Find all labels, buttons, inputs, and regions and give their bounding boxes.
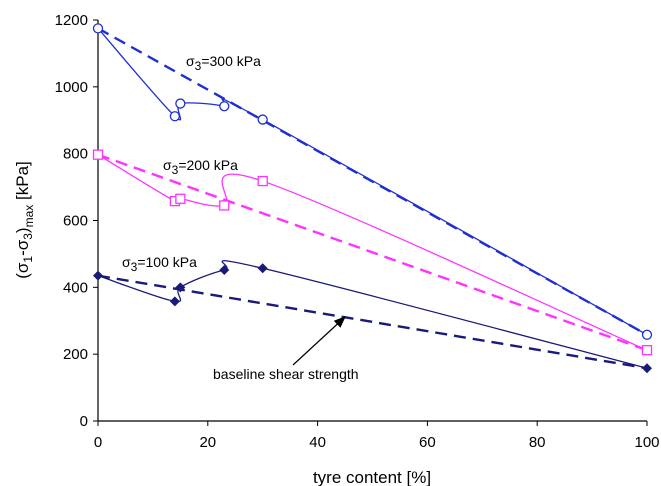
baseline-line-5: [97, 274, 648, 370]
y-tick-labels: 0 200 400 600 800 1000 1200: [55, 12, 88, 430]
data-point-4-1: [169, 296, 180, 307]
baseline-line-3: [97, 153, 648, 352]
data-point-0-0: [92, 23, 104, 34]
annotation-sigma3-100: σ3=100 kPa: [122, 254, 197, 274]
data-point-0-1: [169, 111, 181, 122]
data-point-4-0: [93, 270, 103, 281]
x-tick-label: 0: [94, 434, 102, 451]
data-point-4-3: [219, 264, 230, 275]
x-tick-label: 80: [529, 434, 546, 451]
data-point-4-2: [175, 282, 186, 293]
y-tick-label: 1200: [55, 12, 88, 29]
data-point-2-2: [175, 193, 186, 204]
x-tick-label: 40: [309, 434, 326, 451]
data-point-2-5: [641, 345, 653, 356]
y-tick-label: 400: [63, 279, 88, 296]
x-axis-title: tyre content [%]: [313, 468, 431, 486]
data-point-2-4: [257, 175, 268, 187]
x-tick-label: 100: [634, 434, 659, 451]
annotation-sigma3-300: σ3=300 kPa: [186, 53, 261, 73]
axes: [93, 19, 648, 426]
data-point-2-0: [92, 149, 104, 160]
data-point-0-4: [257, 114, 268, 125]
y-tick-label: 1000: [55, 79, 88, 96]
data-point-2-3: [219, 200, 230, 211]
x-tick-label: 60: [419, 434, 436, 451]
annotation-baseline-shear-strength: baseline shear strength: [213, 366, 359, 382]
data-point-4-5: [642, 363, 652, 374]
markers-layer: [92, 23, 653, 374]
data-point-0-2: [175, 98, 186, 109]
y-tick-label: 800: [63, 146, 88, 163]
annotation-sigma3-200: σ3=200 kPa: [163, 157, 238, 177]
data-point-4-4: [257, 263, 268, 274]
y-tick-label: 600: [63, 213, 88, 230]
y-tick-label: 0: [80, 413, 88, 430]
data-point-0-3: [219, 101, 230, 112]
annotation-arrow: [292, 316, 346, 366]
x-tick-labels: 0 20 40 60 80 100: [94, 434, 660, 451]
y-tick-label: 200: [63, 346, 88, 363]
baseline-line-1: [97, 27, 648, 336]
data-point-0-5: [641, 329, 653, 340]
y-axis-title: (σ1-σ3)max [kPa]: [13, 161, 36, 279]
x-tick-label: 20: [199, 434, 216, 451]
measured-line-4: [97, 260, 648, 369]
